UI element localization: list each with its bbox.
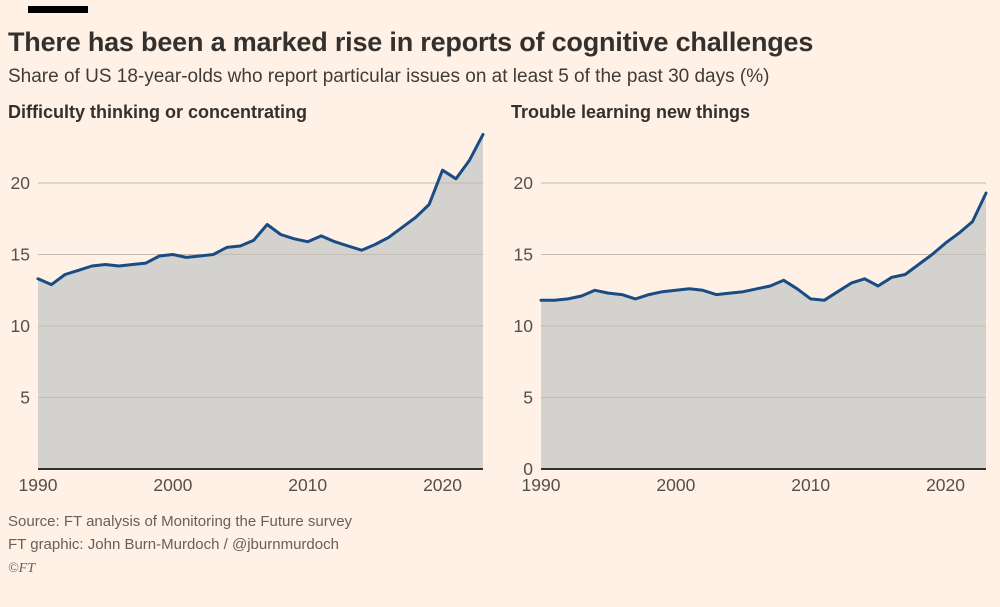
svg-text:2010: 2010 bbox=[288, 475, 327, 495]
page-title: There has been a marked rise in reports … bbox=[8, 27, 814, 57]
footer: Source: FT analysis of Monitoring the Fu… bbox=[8, 511, 990, 579]
svg-text:1990: 1990 bbox=[522, 475, 561, 495]
svg-text:20: 20 bbox=[11, 173, 31, 193]
svg-text:2000: 2000 bbox=[656, 475, 695, 495]
svg-text:1990: 1990 bbox=[19, 475, 58, 495]
ft-copyright: ©FT bbox=[8, 561, 35, 576]
svg-text:20: 20 bbox=[514, 173, 534, 193]
chart-plot-difficulty-thinking: 5 10 15 20 1990 2000 2010 2020 bbox=[11, 132, 485, 495]
chart-trouble-learning: Trouble learning new things 0 5 10 15 20 1990… bbox=[511, 102, 992, 499]
svg-text:2000: 2000 bbox=[153, 475, 192, 495]
source-line: Source: FT analysis of Monitoring the Fu… bbox=[8, 513, 353, 530]
credit-line: FT graphic: John Burn-Murdoch / @jburnmu… bbox=[8, 535, 339, 553]
chart-plot-trouble-learning: 0 5 10 15 20 1990 2000 2010 2020 bbox=[514, 173, 988, 495]
svg-text:10: 10 bbox=[11, 316, 31, 336]
svg-text:5: 5 bbox=[20, 388, 30, 408]
svg-text:5: 5 bbox=[523, 388, 533, 408]
chart-difficulty-thinking: Difficulty thinking or concentrating 5 10… bbox=[8, 102, 489, 499]
svg-text:0: 0 bbox=[523, 459, 533, 479]
svg-text:2020: 2020 bbox=[423, 475, 462, 495]
svg-text:2020: 2020 bbox=[926, 475, 965, 495]
svg-text:2010: 2010 bbox=[791, 475, 830, 495]
ft-top-bar bbox=[28, 6, 88, 13]
svg-text:15: 15 bbox=[514, 245, 533, 265]
svg-text:10: 10 bbox=[514, 316, 534, 336]
chart-title-left: Difficulty thinking or concentrating bbox=[8, 102, 308, 122]
page-subtitle: Share of US 18-year-olds who report part… bbox=[8, 66, 770, 87]
charts-row: Difficulty thinking or concentrating 5 10… bbox=[8, 102, 990, 499]
chart-title-right: Trouble learning new things bbox=[511, 102, 751, 122]
svg-text:15: 15 bbox=[11, 245, 30, 265]
